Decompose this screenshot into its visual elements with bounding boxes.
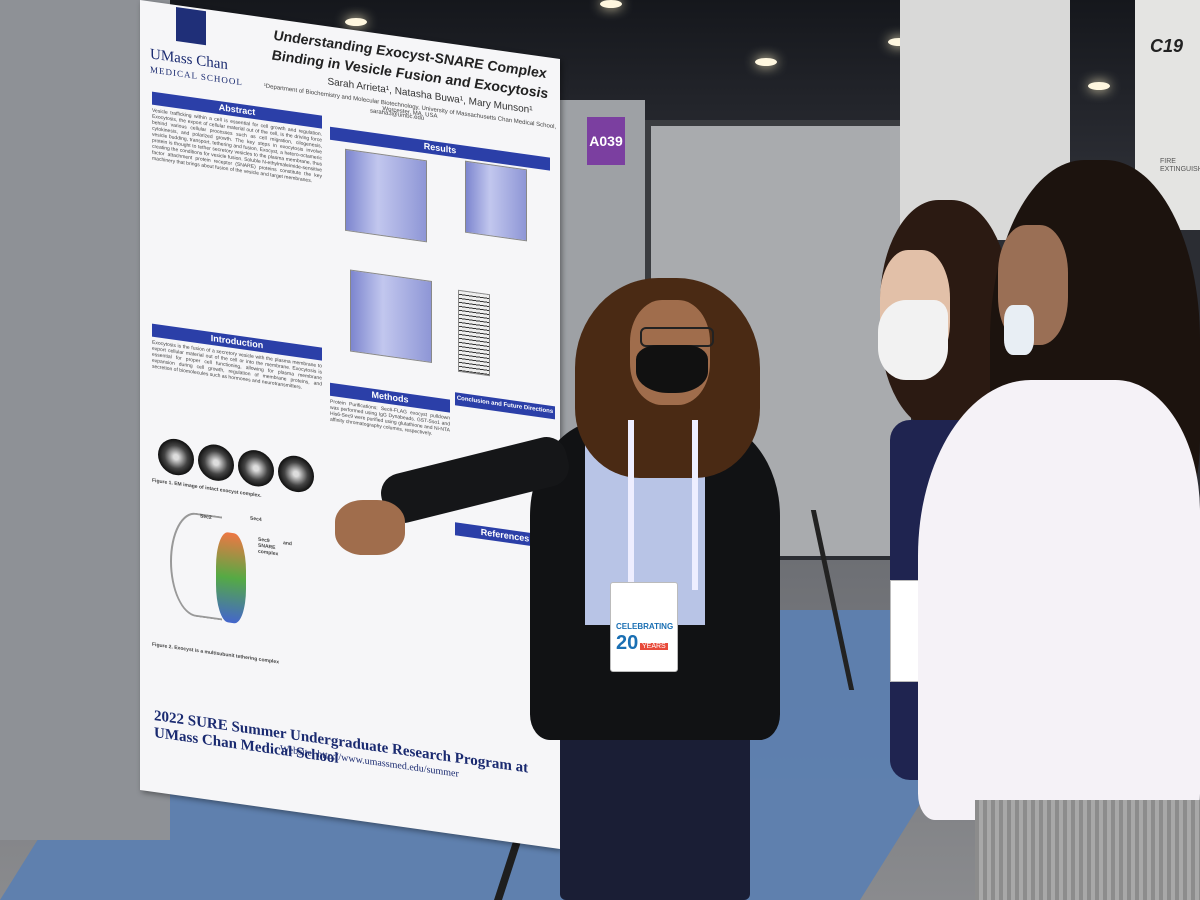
umass-logo-text: UMass Chan MEDICAL SCHOOL	[150, 46, 260, 92]
badge-number: 20	[616, 632, 639, 654]
ceiling-lamp	[755, 58, 777, 66]
listener2-face-mask	[1004, 305, 1034, 355]
ceiling-lamp	[888, 38, 910, 46]
umass-logo-icon	[176, 7, 206, 46]
ceiling-lamp	[1088, 82, 1110, 90]
sec4-label: Sec4	[250, 515, 262, 524]
conclusion-heading: Conclusion and Future Directions	[455, 392, 555, 420]
fire-extinguisher-sign: FIRE EXTINGUISHER	[1160, 158, 1200, 173]
poster-footer-title: 2022 SURE Summer Undergraduate Research …	[154, 707, 529, 777]
gel-image-b	[465, 160, 527, 242]
booth-row-sign: C19	[1150, 36, 1184, 56]
badge-celebrating-text: CELEBRATING	[616, 622, 674, 631]
presenter-hand	[335, 500, 405, 555]
ceiling-lamp	[345, 18, 367, 26]
gel-image-c	[350, 269, 432, 364]
em-image	[158, 436, 194, 478]
em-image	[198, 442, 234, 484]
sec9-snare-label: Sec9 and SNARE complex	[258, 536, 292, 558]
gel-image-d	[458, 289, 490, 377]
listener2-shirt	[918, 380, 1200, 820]
figure2-caption: Figure 2. Exocyst is a multisubunit teth…	[152, 641, 279, 666]
em-image	[278, 453, 314, 495]
presenter-face-mask	[636, 345, 708, 393]
gel-image-a	[345, 148, 427, 243]
badge-years-text: YEARS	[640, 643, 668, 650]
lanyard	[628, 420, 698, 590]
name-badge	[610, 582, 678, 672]
listener2-skirt	[975, 800, 1200, 900]
em-image	[238, 447, 274, 489]
research-poster: UMass Chan MEDICAL SCHOOL Understanding …	[140, 0, 560, 850]
ceiling-lamp	[600, 0, 622, 8]
presenter-glasses	[640, 327, 714, 347]
plasma-membrane-drawing	[170, 509, 222, 621]
exocyst-structure-drawing	[216, 530, 246, 625]
listener-face-mask	[878, 300, 948, 380]
booth-number-sign: A039	[587, 117, 625, 165]
abstract-text: Vesicle trafficking within a cell is ess…	[152, 107, 322, 185]
